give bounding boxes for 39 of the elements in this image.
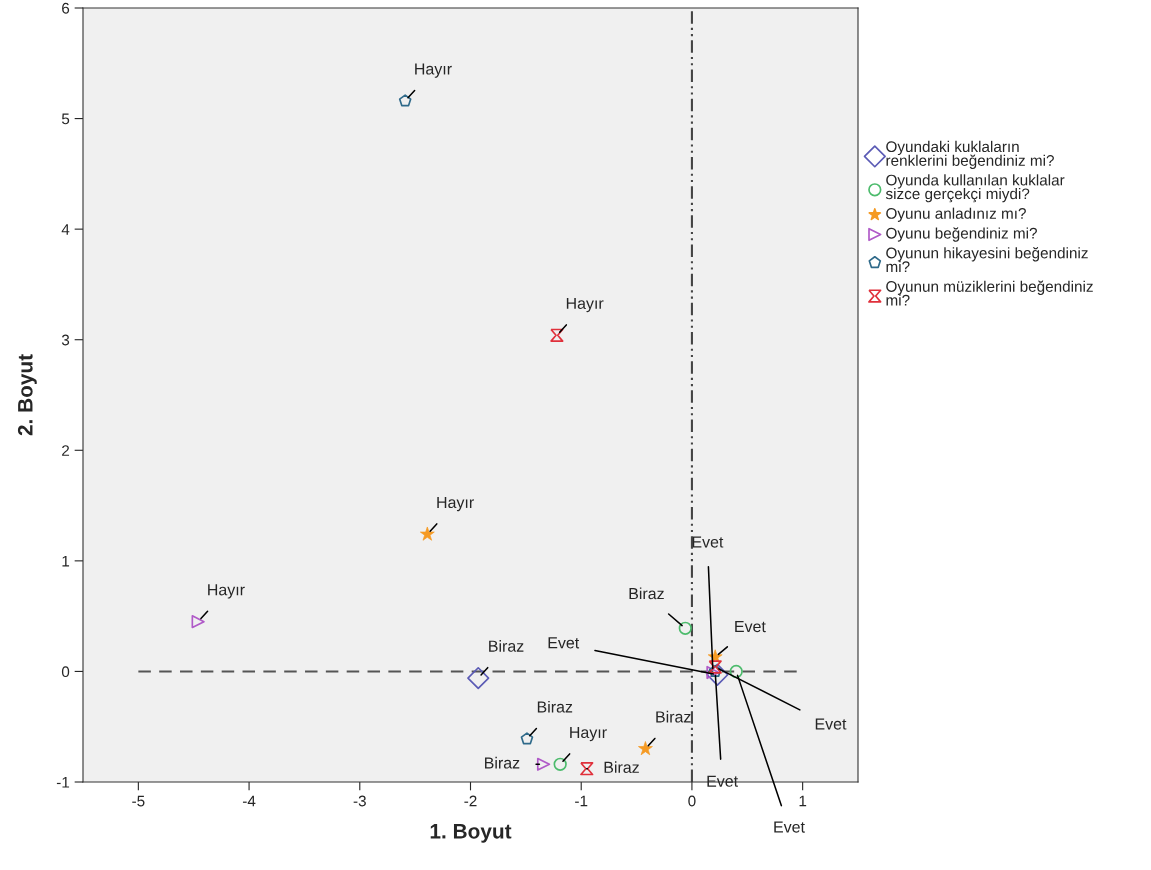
y-tick-label: 3 bbox=[61, 334, 70, 346]
y-tick-label: 2 bbox=[62, 445, 70, 456]
data-label: Hayır bbox=[437, 496, 474, 512]
x-tick-label: -3 bbox=[353, 795, 366, 807]
data-label: Biraz bbox=[537, 700, 573, 713]
y-tick-label: 0 bbox=[61, 666, 70, 678]
data-label: Hayır bbox=[566, 297, 604, 313]
x-tick-label: -1 bbox=[575, 795, 588, 807]
data-label: Biraz bbox=[656, 710, 691, 723]
data-label: Evet bbox=[815, 718, 847, 730]
x-tick-label: 1 bbox=[799, 795, 807, 807]
data-label: Biraz bbox=[604, 761, 639, 774]
legend-label: Oyunun müziklerini beğendiniz mi? bbox=[886, 280, 1093, 306]
x-tick-label: -4 bbox=[242, 795, 256, 807]
data-label: Biraz bbox=[489, 640, 524, 652]
data-label: Hayır bbox=[208, 584, 245, 599]
y-tick-label: 4 bbox=[61, 224, 70, 235]
y-tick-label: 5 bbox=[61, 113, 70, 125]
data-label: Hayır bbox=[570, 726, 607, 742]
legend-label: Oyunu anladınız mı? bbox=[886, 207, 1026, 222]
data-label: Hayır bbox=[415, 63, 452, 78]
x-tick-label: 0 bbox=[688, 795, 696, 807]
y-tick-label: 6 bbox=[62, 2, 70, 14]
y-axis-title: 2. Boyut bbox=[17, 354, 37, 436]
y-tick-label: 1 bbox=[62, 555, 70, 567]
data-label: Evet bbox=[735, 621, 766, 633]
x-tick-label: -5 bbox=[132, 795, 145, 807]
data-label: Biraz bbox=[485, 756, 520, 769]
data-label: Evet bbox=[548, 637, 580, 649]
data-label: Biraz bbox=[629, 587, 664, 600]
x-tick-label: -2 bbox=[464, 795, 477, 807]
legend-label: Oyunu beğendiniz mi? bbox=[886, 227, 1037, 242]
x-axis-title: 1. Boyut bbox=[430, 824, 512, 843]
legend-label: Oyunda kullanılan kuklalar sizce gerçekçi miydi? bbox=[885, 174, 1065, 203]
legend-label: Oyunun hikayesini beğendiniz mi? bbox=[886, 247, 1088, 272]
legend-label: Oyundaki kuklaların renklerini beğendiniz mi? bbox=[886, 140, 1054, 169]
y-tick-label: -1 bbox=[56, 777, 70, 788]
data-label: Evet bbox=[774, 821, 805, 833]
data-label: Evet bbox=[707, 775, 738, 787]
